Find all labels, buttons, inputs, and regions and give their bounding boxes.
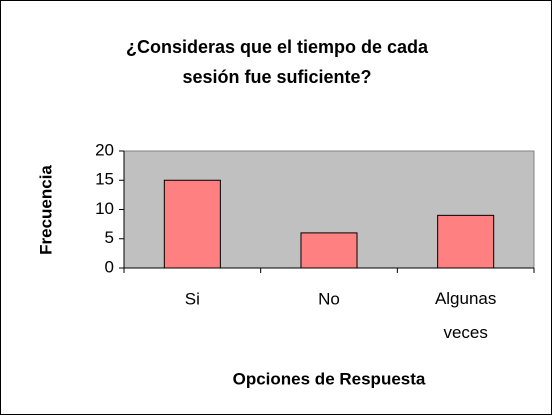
- y-tick-label: 10: [95, 199, 114, 218]
- y-axis-label: Frecuencia: [36, 165, 55, 255]
- bar: [163, 179, 221, 269]
- y-tick-label: 15: [95, 170, 114, 189]
- chart-title: sesión fue suficiente?: [182, 67, 371, 87]
- x-tick-label: Algunas veces: [435, 289, 496, 342]
- x-tick-label: Si: [185, 289, 200, 308]
- y-tick-label: 20: [95, 140, 114, 159]
- y-tick-label: 5: [105, 228, 114, 247]
- x-axis-label: Opciones de Respuesta: [233, 369, 426, 388]
- chart-title: ¿Consideras que el tiempo de cada: [126, 37, 429, 57]
- bar: [437, 214, 495, 269]
- x-tick-label: No: [318, 289, 340, 308]
- y-tick-label: 0: [105, 257, 114, 276]
- bar: [300, 232, 358, 269]
